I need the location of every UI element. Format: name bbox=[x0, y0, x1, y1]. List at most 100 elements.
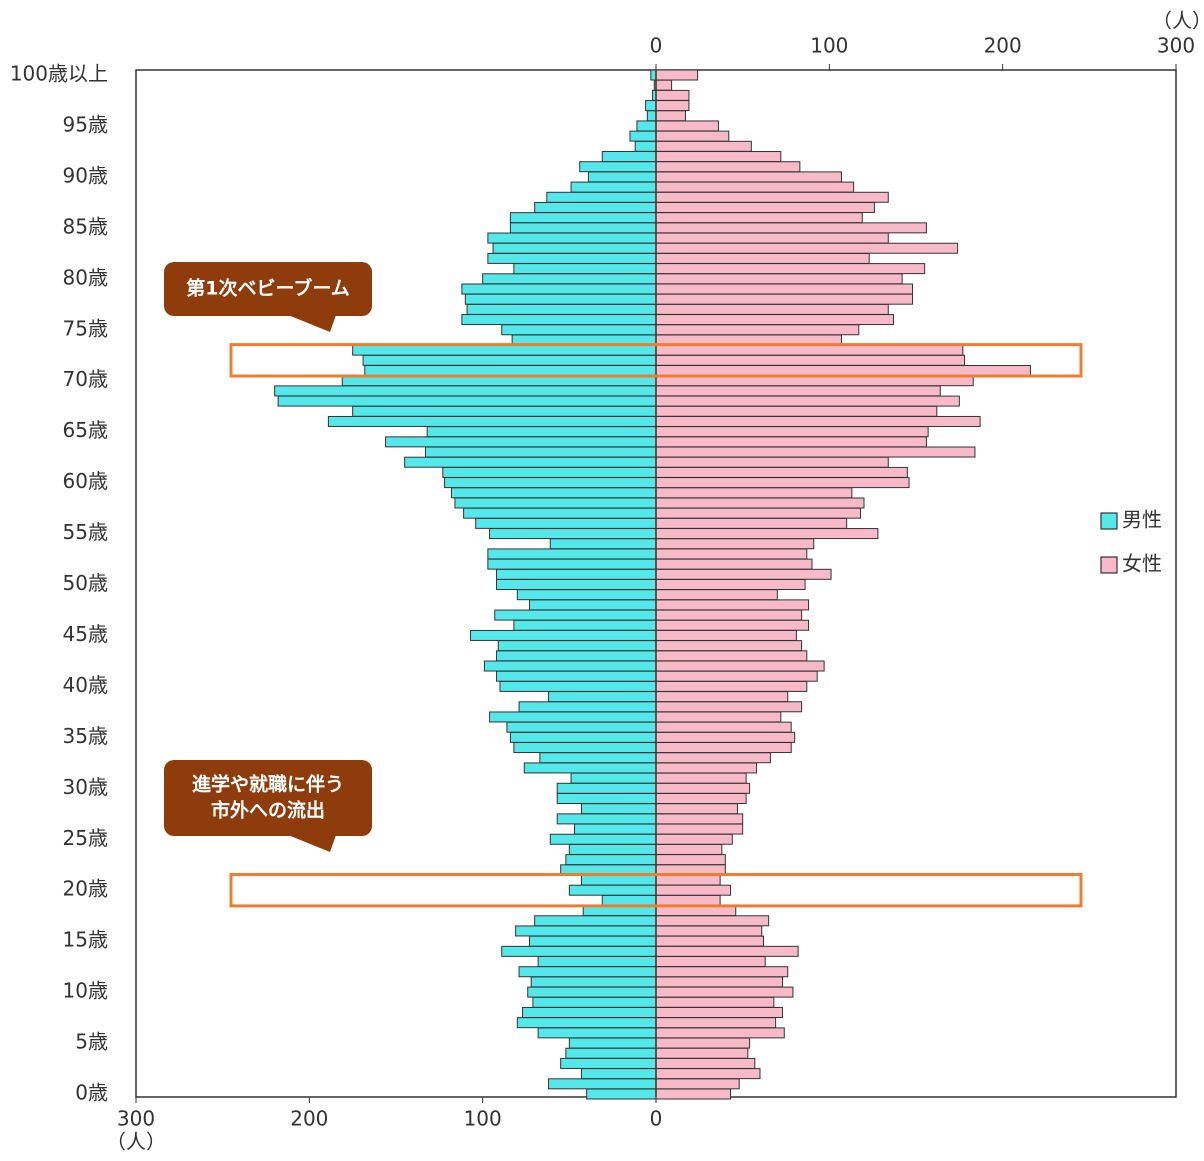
bar bbox=[655, 589, 778, 601]
bar bbox=[277, 395, 657, 407]
bar bbox=[442, 466, 657, 478]
bar bbox=[655, 1078, 740, 1090]
bar bbox=[655, 579, 806, 590]
bar bbox=[655, 640, 803, 652]
bar bbox=[655, 660, 825, 672]
y-tick-label: 40歳 bbox=[63, 673, 108, 697]
bar bbox=[655, 405, 938, 417]
bar bbox=[655, 1068, 761, 1080]
callout-text: 進学や就職に伴う bbox=[192, 773, 344, 796]
bar bbox=[655, 568, 832, 580]
y-tick-label: 50歳 bbox=[63, 571, 108, 595]
bar bbox=[655, 263, 926, 275]
bar bbox=[655, 242, 959, 254]
bar bbox=[655, 803, 738, 815]
bar bbox=[636, 120, 657, 132]
bar bbox=[454, 497, 657, 509]
bar bbox=[496, 670, 657, 682]
bar bbox=[528, 599, 657, 611]
bar bbox=[655, 487, 853, 499]
bar bbox=[655, 996, 775, 1008]
bar bbox=[548, 1078, 657, 1090]
bar bbox=[556, 792, 657, 804]
bar bbox=[655, 915, 770, 927]
bar bbox=[327, 415, 657, 427]
bar bbox=[466, 303, 657, 315]
y-tick-label: 10歳 bbox=[63, 979, 108, 1003]
callout-box bbox=[164, 262, 372, 316]
bar bbox=[655, 752, 771, 764]
x-tick-label-top: 0 bbox=[650, 34, 663, 58]
y-tick-label: 20歳 bbox=[63, 877, 108, 901]
bar bbox=[655, 151, 782, 163]
bar bbox=[565, 854, 657, 866]
legend-label: 女性 bbox=[1122, 552, 1162, 576]
callout-text: 第1次ベビーブーム bbox=[186, 277, 350, 300]
x-tick-label-top: 200 bbox=[984, 34, 1022, 58]
y-tick-label: 55歳 bbox=[63, 520, 108, 544]
bar bbox=[655, 130, 730, 142]
bar bbox=[655, 385, 941, 397]
bar bbox=[501, 945, 657, 957]
bar bbox=[655, 201, 875, 213]
bar bbox=[655, 415, 981, 427]
bar bbox=[530, 976, 657, 988]
bar bbox=[655, 945, 799, 957]
legend-swatch bbox=[1100, 512, 1118, 530]
bar bbox=[655, 843, 723, 855]
bar bbox=[587, 171, 657, 183]
y-tick-label: 85歳 bbox=[63, 214, 108, 238]
bar bbox=[655, 1017, 777, 1029]
bar bbox=[580, 1068, 657, 1080]
bar bbox=[501, 324, 657, 336]
bar bbox=[527, 986, 657, 998]
bar bbox=[655, 477, 910, 489]
bar bbox=[655, 446, 976, 458]
bar bbox=[534, 915, 657, 927]
bar bbox=[655, 629, 797, 641]
bar bbox=[655, 874, 721, 886]
bar bbox=[655, 507, 862, 519]
bar bbox=[461, 314, 657, 326]
bar bbox=[492, 242, 657, 254]
y-tick-label: 90歳 bbox=[63, 163, 108, 187]
bar bbox=[523, 762, 657, 774]
bar bbox=[655, 181, 855, 193]
bar bbox=[601, 151, 657, 163]
y-tick-label: 30歳 bbox=[63, 775, 108, 799]
bar bbox=[655, 344, 964, 356]
bar bbox=[655, 517, 848, 529]
bar bbox=[426, 426, 657, 438]
bar bbox=[568, 843, 657, 855]
bar bbox=[570, 181, 657, 193]
bar bbox=[629, 130, 657, 142]
bar bbox=[655, 599, 810, 611]
bar bbox=[450, 487, 657, 499]
bar bbox=[655, 100, 690, 112]
bar bbox=[487, 558, 657, 570]
bar bbox=[646, 110, 657, 122]
bar bbox=[513, 263, 657, 275]
bar bbox=[655, 854, 726, 866]
y-tick-label: 60歳 bbox=[63, 469, 108, 493]
bar bbox=[546, 191, 657, 203]
bar bbox=[352, 405, 657, 417]
bar bbox=[655, 731, 796, 743]
bar bbox=[655, 772, 747, 784]
bar bbox=[655, 314, 894, 326]
y-tick-label: 100歳以上 bbox=[10, 62, 108, 86]
bar bbox=[655, 1027, 785, 1039]
bar bbox=[509, 222, 657, 234]
bar bbox=[548, 691, 657, 703]
bar bbox=[516, 589, 657, 601]
callout-pointer bbox=[288, 315, 336, 332]
bar bbox=[655, 558, 813, 570]
x-tick-label-bottom: 100 bbox=[464, 1107, 502, 1131]
bar bbox=[516, 1017, 657, 1029]
bar bbox=[655, 609, 803, 621]
bar bbox=[655, 976, 784, 988]
bar bbox=[489, 528, 657, 540]
bar bbox=[655, 140, 752, 152]
bar bbox=[655, 365, 1031, 377]
